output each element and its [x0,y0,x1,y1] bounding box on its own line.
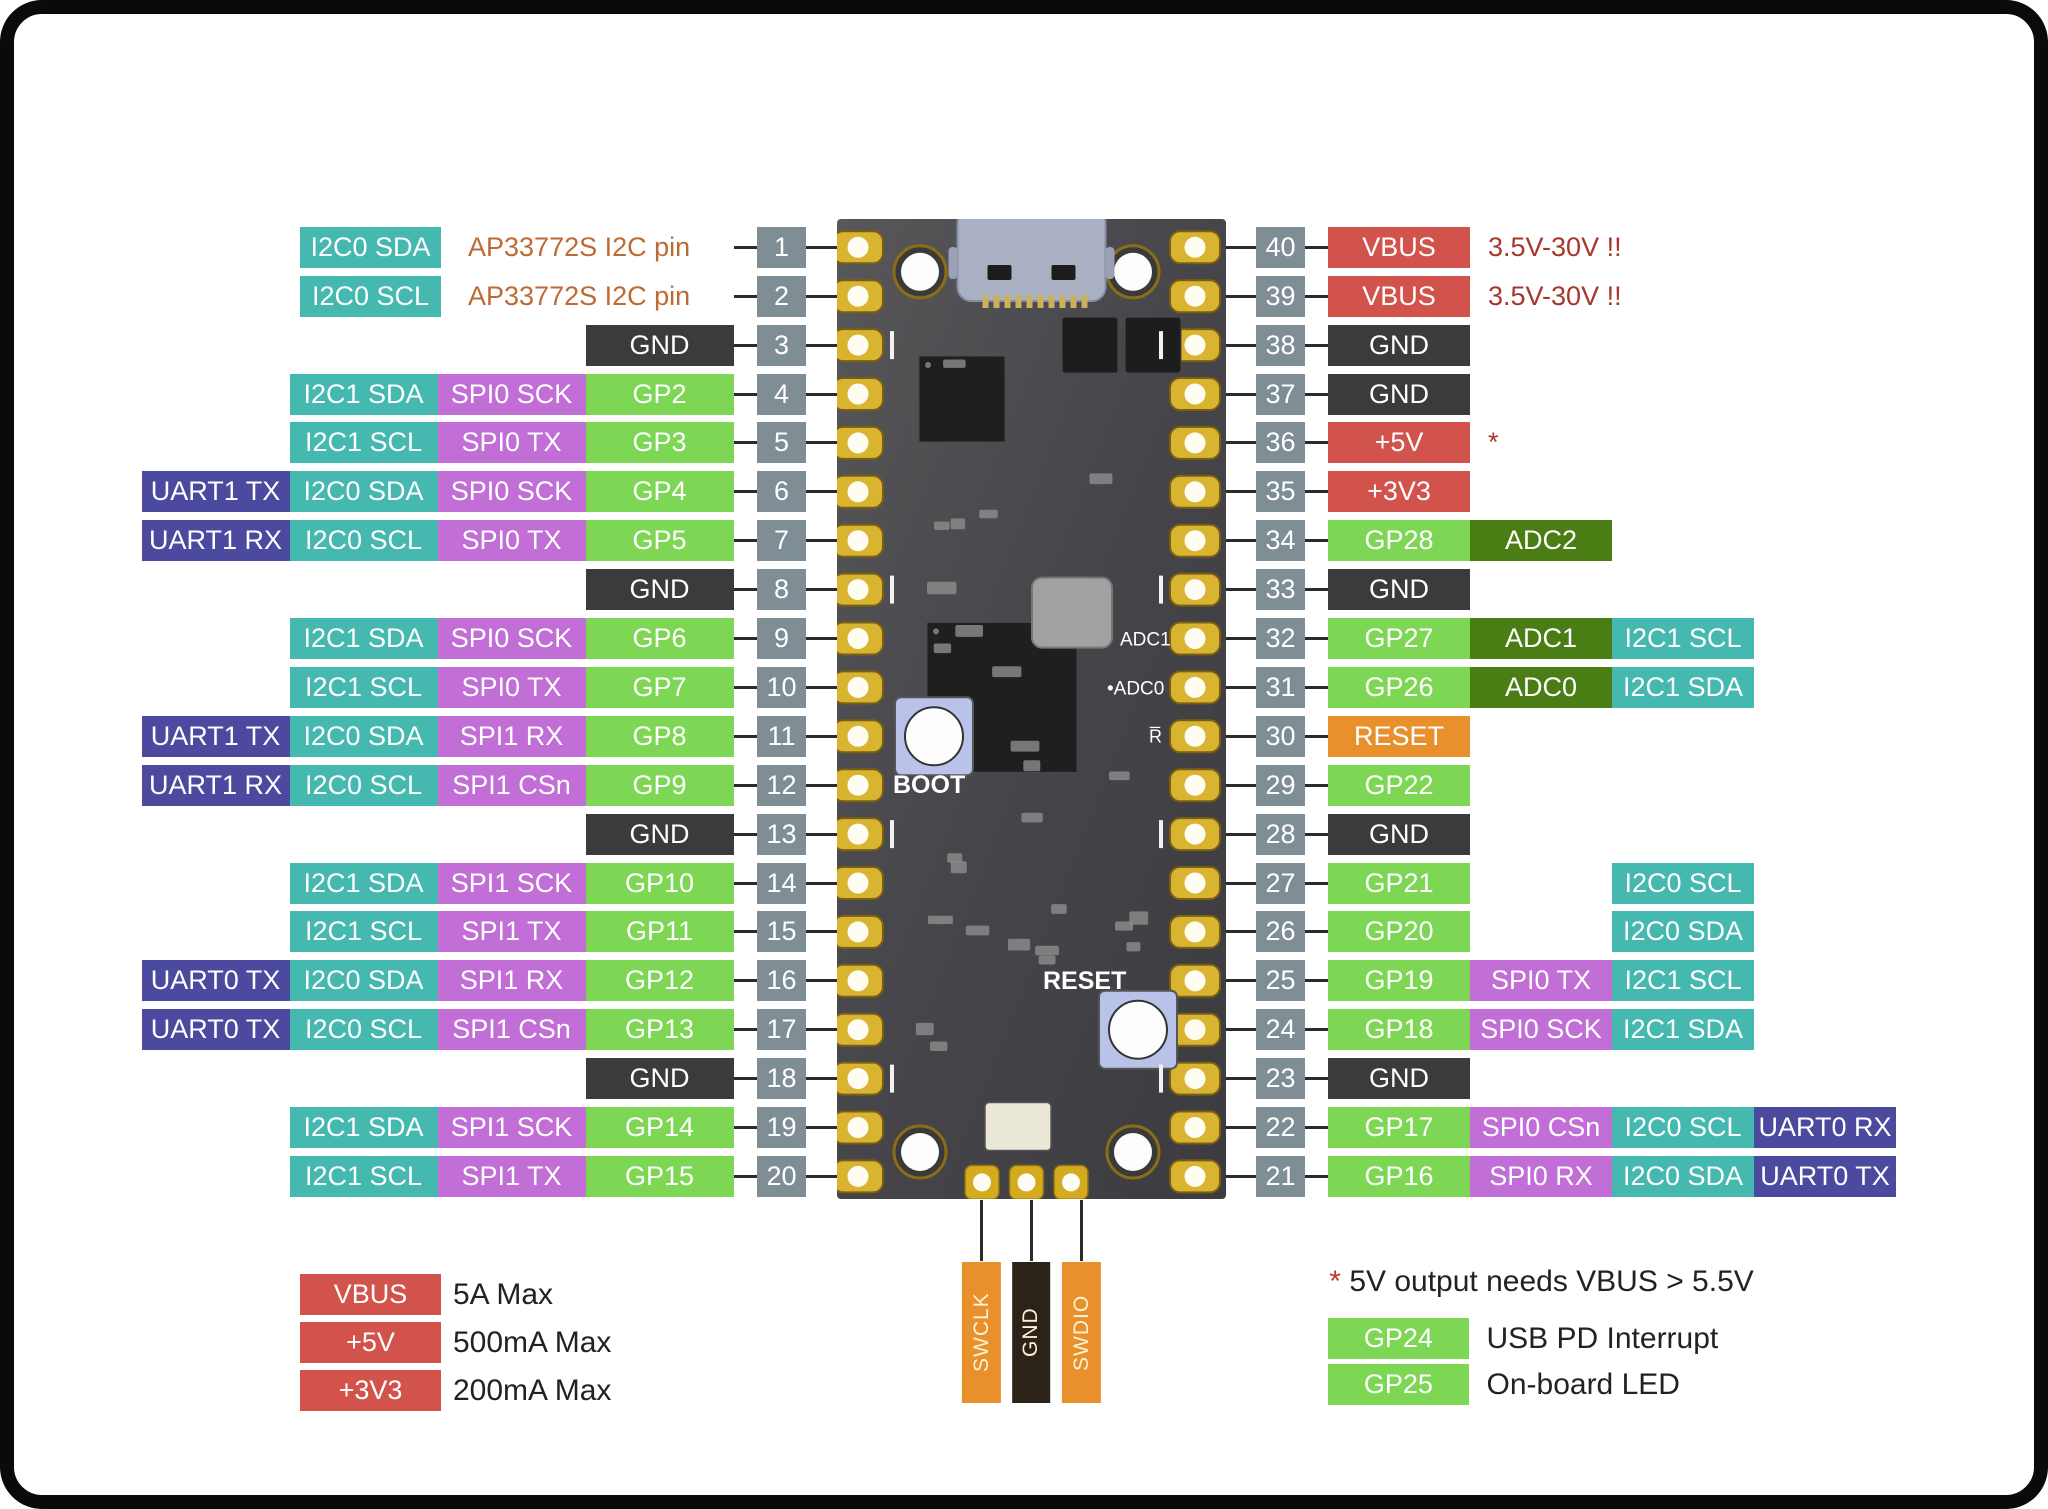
svg-text:R̅: R̅ [1149,726,1162,746]
svg-text:•ADC0: •ADC0 [1107,678,1164,699]
svg-text:RESET: RESET [1043,967,1126,995]
svg-text:ADC1: ADC1 [1120,630,1171,651]
svg-text:BOOT: BOOT [893,771,965,799]
